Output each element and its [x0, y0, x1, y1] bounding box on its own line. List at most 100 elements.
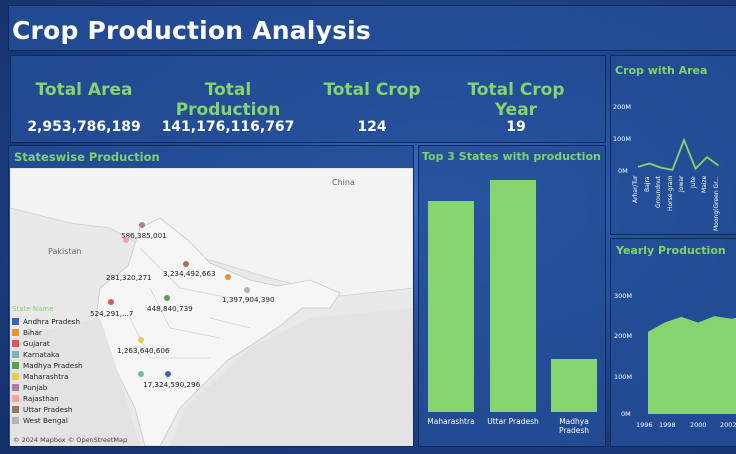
legend-item[interactable]: Gujarat [12, 339, 50, 348]
legend-title: State Name [12, 305, 54, 313]
state-map[interactable]: China Pakistan 586,385,001 281,320,271 3… [10, 168, 413, 446]
crop-area-xtick: Moong(Green Gr... [712, 176, 720, 231]
crop-area-xtick: Bajra [643, 176, 651, 192]
yearly-area-chart [648, 316, 736, 414]
legend-item[interactable]: Madhya Pradesh [12, 361, 83, 370]
top3-title: Top 3 States with production [422, 150, 601, 163]
value-rajasthan: 281,320,271 [106, 273, 152, 282]
crop-area-xtick: Horse-gram [666, 176, 674, 212]
value-uttar-pradesh: 3,234,492,663 [163, 269, 216, 278]
crop-area-xtick: Arhar/Tur [632, 176, 639, 204]
top3-bar-label: Maharashtra [427, 417, 475, 426]
crop-area-title: Crop with Area [615, 64, 708, 77]
kpi-value-total-crop: 124 [357, 119, 387, 135]
marker-rajasthan[interactable] [123, 237, 129, 243]
yearly-ytick: 300M [614, 292, 633, 300]
header-panel [8, 5, 736, 51]
value-maharashtra: 1,263,640,606 [117, 346, 170, 355]
top3-bar-label: Uttar Pradesh [487, 417, 539, 426]
legend-label: West Bengal [23, 416, 68, 425]
legend-swatch [12, 362, 19, 369]
crop-area-line [637, 137, 720, 171]
marker-bihar[interactable] [225, 274, 231, 280]
value-madhya-pradesh: 448,840,739 [147, 304, 193, 313]
marker-west-bengal[interactable] [244, 287, 250, 293]
bay-water [170, 308, 413, 446]
kpi-label-total-crop-year: Total Crop Year [467, 80, 565, 120]
legend-label: Punjab [23, 383, 48, 392]
marker-karnataka[interactable] [138, 371, 144, 377]
kpi-label-total-production: Total Production [175, 80, 281, 120]
crop-area-xtick: Maize [701, 176, 708, 194]
top3-bar[interactable] [490, 180, 536, 412]
yearly-ytick: 200M [614, 332, 633, 340]
value-punjab: 586,385,001 [121, 231, 167, 240]
page-title: Crop Production Analysis [12, 16, 371, 45]
legend-item[interactable]: West Bengal [12, 416, 68, 425]
legend-label: Madhya Pradesh [23, 361, 83, 370]
crop-area-ytick: 0M [618, 167, 628, 175]
yearly-xtick: 1998 [659, 421, 676, 429]
legend-item[interactable]: Andhra Pradesh [12, 317, 80, 326]
india-outline [95, 217, 341, 446]
yearly-xtick: 2002 [720, 421, 736, 429]
legend-swatch [12, 340, 19, 347]
top3-bar-label: Madhya Pradesh [558, 417, 590, 435]
legend-item[interactable]: Uttar Pradesh [12, 405, 72, 414]
legend-label: Uttar Pradesh [23, 405, 73, 414]
legend-swatch [12, 351, 19, 358]
crop-area-panel [610, 55, 736, 235]
yearly-ytick: 0M [621, 410, 631, 418]
yearly-xtick: 1996 [636, 421, 653, 429]
legend-item[interactable]: Maharashtra [12, 372, 68, 381]
legend-label: Andhra Pradesh [23, 317, 81, 326]
legend-swatch [12, 318, 19, 325]
marker-andhra-pradesh[interactable] [165, 371, 171, 377]
value-gujarat: 524,291,...7 [90, 309, 134, 318]
legend-swatch [12, 329, 19, 336]
crop-area-ytick: 100M [613, 135, 632, 143]
legend-item[interactable]: Rajasthan [12, 394, 59, 403]
crop-area-xtick: Groundnut [655, 176, 662, 209]
value-andhra-pradesh: 17,324,590,296 [143, 380, 201, 389]
crop-area-ytick: 200M [613, 103, 632, 111]
value-west-bengal: 1,397,904,390 [222, 295, 275, 304]
map-label-china: China [332, 178, 355, 187]
yearly-title: Yearly Production [616, 244, 726, 257]
kpi-value-total-production: 141,176,116,767 [161, 119, 295, 135]
legend-swatch [12, 417, 19, 424]
arabian-water [10, 318, 140, 446]
yearly-xtick: 2000 [690, 421, 707, 429]
crop-area-line-chart [637, 137, 720, 171]
marker-maharashtra[interactable] [138, 337, 144, 343]
marker-gujarat[interactable] [108, 299, 114, 305]
legend-label: Rajasthan [23, 394, 59, 403]
kpi-label-total-area: Total Area [35, 80, 133, 100]
land-north [10, 168, 413, 297]
kpi-panel [10, 55, 606, 143]
crop-area-xtick: Jowar [678, 176, 685, 193]
top3-bar[interactable] [428, 201, 474, 412]
map-shapes [10, 168, 413, 446]
yearly-area [648, 316, 736, 414]
marker-madhya-pradesh[interactable] [164, 295, 170, 301]
marker-uttar-pradesh[interactable] [183, 261, 189, 267]
legend-item[interactable]: Punjab [12, 383, 47, 392]
kpi-value-total-area: 2,953,786,189 [27, 119, 141, 135]
legend-label: Karnataka [23, 350, 60, 359]
kpi-label-total-crop: Total Crop [323, 80, 421, 100]
marker-punjab[interactable] [139, 222, 145, 228]
top3-bar[interactable] [551, 359, 597, 412]
legend-label: Gujarat [23, 339, 50, 348]
kpi-value-total-crop-year: 19 [506, 119, 526, 135]
legend-swatch [12, 395, 19, 402]
legend-label: Bihar [23, 328, 42, 337]
crop-area-xtick: Jute [689, 176, 697, 188]
legend-item[interactable]: Karnataka [12, 350, 59, 359]
legend-swatch [12, 373, 19, 380]
statewise-title: Stateswise Production [14, 150, 160, 164]
legend-item[interactable]: Bihar [12, 328, 42, 337]
map-attribution[interactable]: © 2024 Mapbox © OpenStreetMap [13, 436, 128, 444]
map-label-pakistan: Pakistan [48, 247, 82, 256]
yearly-ytick: 100M [614, 373, 633, 381]
